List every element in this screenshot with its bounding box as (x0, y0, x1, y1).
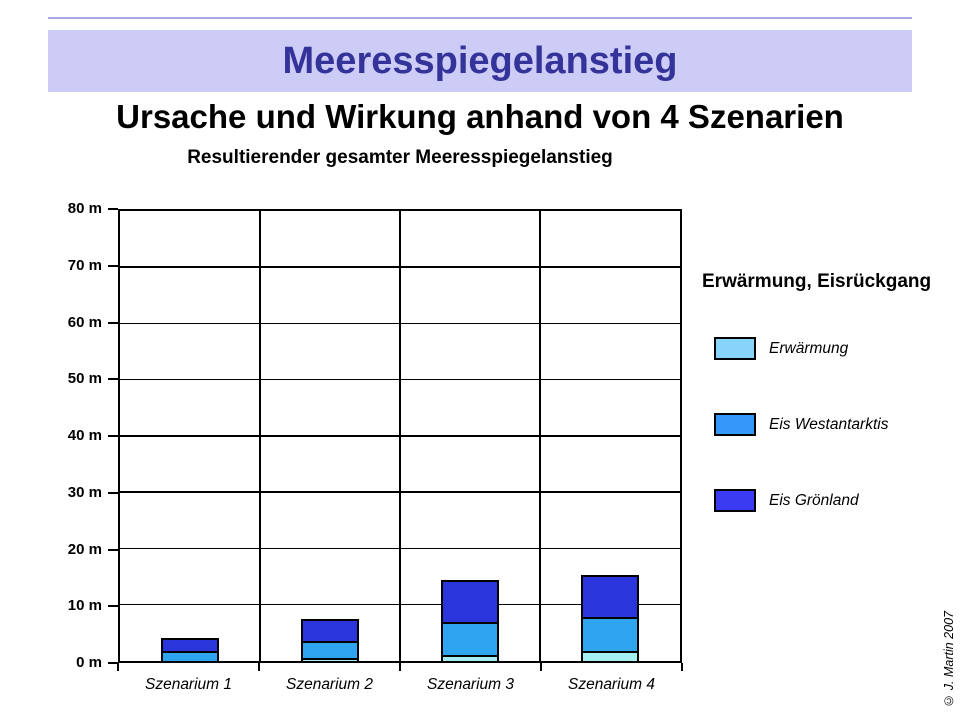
subtitle: Ursache und Wirkung anhand von 4 Szenari… (116, 98, 844, 135)
gridline-vertical (539, 211, 541, 661)
y-axis-tick (108, 208, 118, 210)
legend-item: Eis Grönland (714, 489, 859, 512)
y-axis-tick (108, 321, 118, 324)
gridline-vertical (259, 211, 261, 661)
gridline-vertical (399, 211, 401, 661)
bar-szenarium-1 (161, 638, 219, 663)
y-tick-label: 20 m (67, 540, 102, 558)
bar-segment-erwärmung (303, 658, 357, 661)
bar-segment-eis-grönland (163, 640, 217, 652)
bar-segment-eis-grönland (583, 576, 637, 618)
y-tick-label: 0 m (76, 654, 102, 671)
legend-item-label: Eis Westantarktis (769, 415, 889, 433)
legend-swatch (714, 489, 756, 512)
chart-title: Resultierender gesamter Meeresspiegelans… (187, 147, 613, 168)
x-axis-tick (540, 663, 542, 671)
legend-swatch (714, 337, 756, 360)
x-axis-tick (399, 663, 401, 671)
bar-segment-eis-westantarktis (163, 651, 217, 661)
legend-title: Erwärmung, Eisrückgang (702, 271, 932, 292)
plot-area (118, 209, 682, 663)
legend-item: Eis Westantarktis (714, 413, 888, 436)
legend: Erwärmung, Eisrückgang Erwärmung Eis West… (702, 271, 952, 512)
x-axis-tick (681, 663, 683, 671)
y-tick-label: 60 m (67, 313, 102, 331)
x-tick-label: Szenarium 2 (285, 676, 373, 693)
y-tick-label: 40 m (67, 427, 102, 444)
bar-segment-eis-grönland (443, 582, 497, 623)
x-axis-tick (258, 663, 260, 671)
bar-segment-eis-westantarktis (303, 641, 357, 659)
bar-segment-eis-grönland (303, 621, 357, 642)
x-tick-label: Szenarium 1 (144, 676, 232, 693)
y-tick-label: 50 m (67, 370, 102, 388)
bar-segment-eis-westantarktis (583, 617, 637, 651)
bar-szenarium-2 (301, 619, 359, 663)
y-axis-tick (108, 605, 118, 608)
y-axis-tick (108, 264, 118, 267)
y-axis-tick (108, 378, 118, 381)
bar-segment-erwärmung (583, 650, 637, 661)
y-tick-label: 10 m (67, 597, 102, 615)
legend-swatch (714, 413, 756, 436)
copyright-credit: © J. Martin 2007 (942, 611, 956, 708)
page-title: Meeresspiegelanstieg (282, 39, 678, 82)
y-axis-tick (108, 435, 118, 437)
y-axis-tick (108, 662, 118, 664)
legend-item-label: Erwärmung (769, 339, 849, 357)
y-axis-tick (108, 548, 118, 551)
bar-szenarium-4 (581, 574, 639, 663)
y-axis-tick (108, 491, 118, 494)
legend-item: Erwärmung (714, 337, 848, 360)
y-tick-label: 30 m (67, 483, 102, 501)
legend-item-label: Eis Grönland (769, 491, 859, 509)
y-tick-label: 80 m (67, 200, 102, 217)
x-tick-label: Szenarium 4 (567, 676, 655, 693)
bar-szenarium-3 (441, 580, 499, 663)
bar-segment-erwärmung (443, 655, 497, 661)
x-axis-tick (117, 663, 119, 671)
bar-segment-eis-westantarktis (443, 622, 497, 656)
top-rule (48, 17, 912, 19)
y-tick-label: 70 m (67, 256, 102, 274)
header-band: Meeresspiegelanstieg (48, 30, 912, 92)
x-tick-label: Szenarium 3 (426, 676, 514, 693)
